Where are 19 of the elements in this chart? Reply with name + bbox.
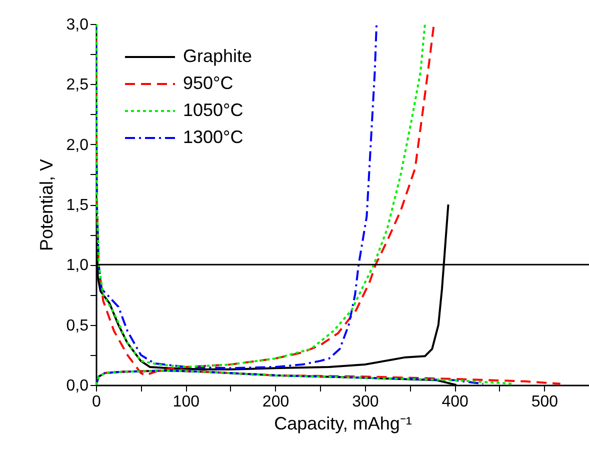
y-tick-label: 3,0 (66, 16, 89, 34)
x-tick-label: 400 (442, 394, 468, 410)
legend-label: 1050°C (183, 100, 244, 120)
x-tick-label: 300 (352, 394, 379, 410)
y-axis-title: Potential, V (36, 158, 56, 252)
y-tick-label: 1,5 (66, 197, 89, 214)
x-tick-label: 200 (262, 394, 290, 410)
x-tick-label: 0 (92, 394, 102, 410)
legend-label: Graphite (183, 46, 252, 66)
x-axis-title: Capacity, mAhg⁻¹ (274, 414, 412, 434)
y-tick-label: 0,5 (66, 317, 89, 334)
x-tick-label: 500 (531, 394, 558, 410)
legend-label: 950°C (183, 73, 234, 93)
y-tick-label: 1,0 (66, 257, 89, 274)
x-tick-label: 100 (172, 394, 200, 410)
y-tick-label: 0,0 (66, 378, 89, 394)
y-tick-label: 2,5 (66, 76, 89, 94)
legend-label: 1300°C (183, 127, 244, 147)
y-tick-label: 2,0 (66, 136, 89, 154)
